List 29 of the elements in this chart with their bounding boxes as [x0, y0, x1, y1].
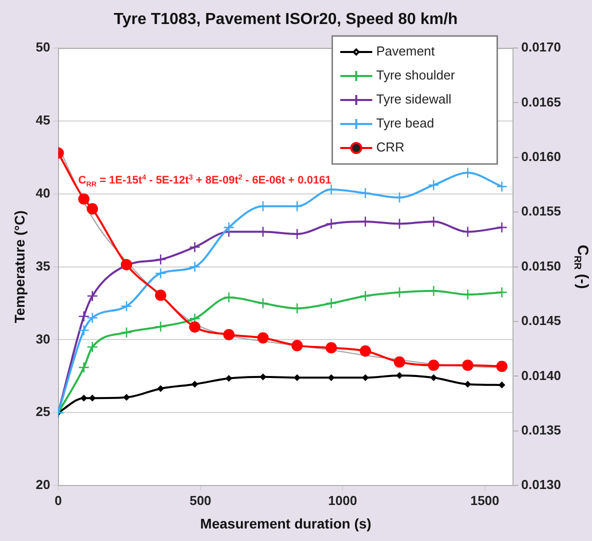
legend-label: CRR	[376, 140, 404, 155]
legend-label: Tyre shoulder	[376, 68, 456, 83]
x-tick-label: 500	[190, 492, 212, 508]
y2-tick-label: 0.0170	[521, 40, 562, 55]
chart-title: Tyre T1083, Pavement ISOr20, Speed 80 km/h	[114, 11, 458, 28]
y2-tick-label: 0.0165	[521, 94, 562, 110]
y2-tick-label: 0.0135	[521, 422, 562, 438]
x-tick-label: 0	[54, 492, 62, 508]
y2-tick-label: 0.0130	[521, 477, 562, 492]
legend-label: Tyre sidewall	[376, 92, 452, 107]
y2-axis-title: CRR (-)	[571, 244, 591, 289]
y-tick-label: 50	[36, 40, 50, 55]
y2-tick-label: 0.0160	[521, 148, 562, 164]
y-tick-label: 25	[36, 404, 50, 420]
y-tick-label: 30	[36, 331, 50, 346]
y2-tick-label: 0.0145	[521, 313, 562, 328]
legend-label: Tyre bead	[376, 116, 434, 131]
y-tick-label: 45	[36, 112, 50, 128]
x-axis-title: Measurement duration (s)	[200, 515, 372, 532]
y-tick-label: 35	[36, 258, 50, 274]
x-tick-label: 1000	[328, 492, 358, 508]
y-tick-label: 20	[36, 477, 50, 492]
y-tick-label: 40	[36, 185, 50, 200]
y2-tick-label: 0.0140	[521, 368, 562, 383]
x-tick-label: 1500	[470, 492, 500, 508]
y-axis-title: Temperature (°C)	[11, 210, 28, 324]
y2-tick-label: 0.0150	[521, 258, 562, 274]
legend-label: Pavement	[376, 44, 436, 59]
y2-tick-label: 0.0155	[521, 204, 562, 219]
